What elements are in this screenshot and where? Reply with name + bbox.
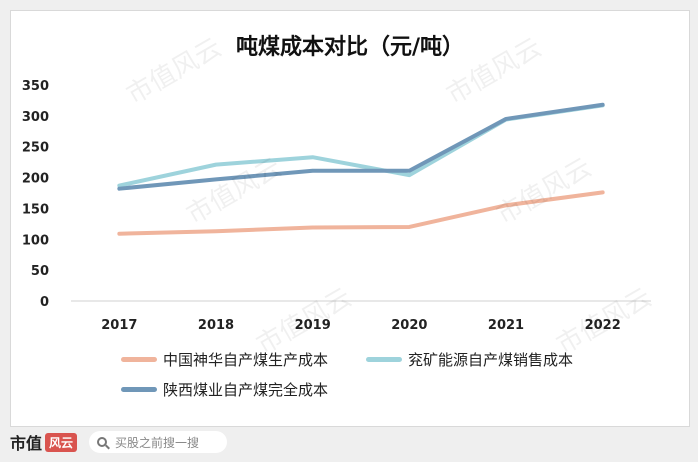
x-tick-label: 2021: [488, 318, 524, 333]
y-tick-label: 200: [22, 172, 49, 187]
search-icon: [97, 437, 108, 447]
brand-logo: 风云: [45, 432, 78, 452]
legend-swatch: [121, 357, 157, 362]
y-tick-label: 50: [31, 264, 49, 279]
legend-label: 兖矿能源自产煤销售成本: [408, 351, 574, 369]
line-chart: 0 50 100 150 200 250 300 350 2017 2018 2019 2020 202…: [22, 79, 651, 333]
legend-swatch: [366, 357, 402, 362]
x-tick-label: 2019: [295, 318, 331, 333]
y-tick-label: 150: [22, 202, 49, 217]
legend-item: 陕西煤业自产煤完全成本: [121, 379, 328, 400]
y-tick-label: 350: [22, 79, 49, 94]
chart-card: 吨煤成本对比（元/吨） 0 50 100 150 200 250 300 350 2017 201…: [10, 10, 690, 427]
legend-label: 陕西煤业自产煤完全成本: [163, 381, 329, 399]
x-tick-label: 2018: [198, 318, 234, 333]
chart-title: 吨煤成本对比（元/吨）: [235, 35, 465, 60]
series-line-3: [117, 102, 605, 191]
search-box[interactable]: 买股之前搜一搜: [89, 431, 228, 453]
x-tick-label: 2022: [585, 318, 621, 333]
y-tick-label: 100: [22, 233, 49, 248]
brand-name: 市值: [10, 434, 43, 453]
search-placeholder: 买股之前搜一搜: [115, 435, 200, 450]
x-tick-label: 2020: [391, 318, 427, 333]
legend-label: 中国神华自产煤生产成本: [163, 351, 329, 369]
x-tick-label: 2017: [101, 318, 137, 333]
series-line-1: [117, 190, 605, 236]
y-tick-label: 250: [22, 141, 49, 156]
footer: 市值 风云 买股之前搜一搜: [10, 430, 228, 454]
y-tick-label: 300: [22, 110, 49, 125]
legend-swatch: [121, 387, 157, 392]
y-tick-label: 0: [40, 295, 49, 310]
legend-item: 兖矿能源自产煤销售成本: [366, 349, 573, 370]
legend-item: 中国神华自产煤生产成本: [121, 349, 328, 370]
